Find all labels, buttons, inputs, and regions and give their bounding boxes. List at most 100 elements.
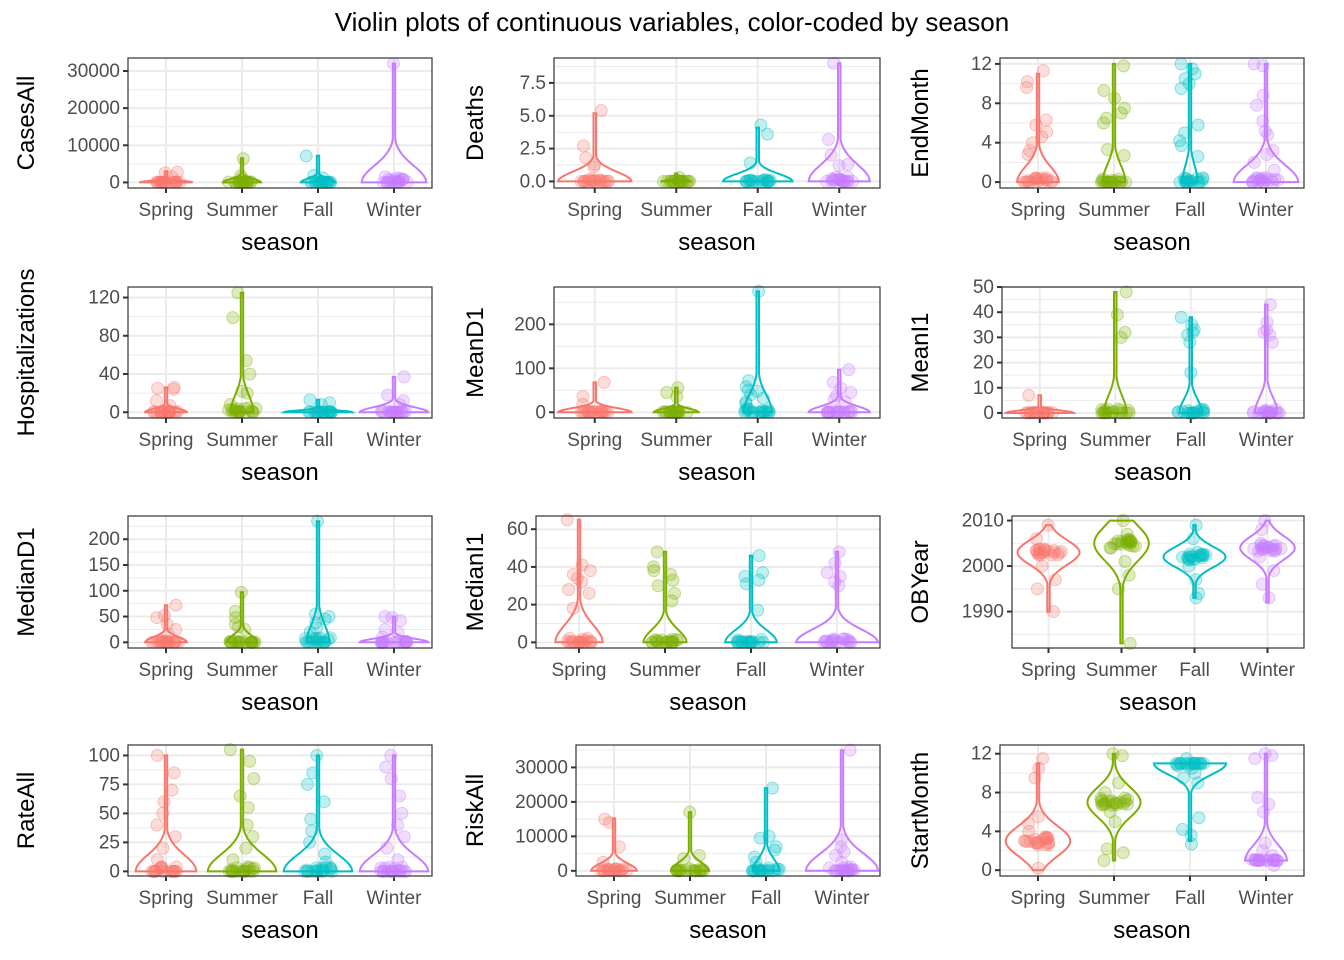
x-tick-label: Spring — [139, 430, 194, 451]
data-point-winter — [1271, 173, 1285, 187]
data-point-summer — [670, 633, 684, 647]
data-point-winter — [832, 404, 846, 418]
y-tick-label: 50 — [99, 607, 120, 628]
data-point-summer — [688, 864, 702, 878]
data-point-spring — [1046, 605, 1060, 619]
data-point-summer — [1111, 534, 1125, 548]
violin-spring — [143, 386, 189, 414]
data-point-spring — [562, 583, 576, 597]
y-tick-label: 100 — [514, 358, 546, 379]
data-point-summer — [665, 594, 679, 608]
data-point-summer — [664, 174, 678, 188]
data-point-fall — [769, 862, 783, 876]
data-point-winter — [1251, 171, 1265, 185]
data-point-spring — [165, 170, 179, 184]
data-point-spring — [167, 380, 181, 394]
data-point-summer — [236, 152, 250, 166]
data-point-summer — [1114, 330, 1128, 344]
y-tick-label: 0 — [535, 402, 546, 423]
data-point-summer — [1099, 797, 1113, 811]
data-point-fall — [762, 403, 776, 417]
data-point-spring — [1030, 836, 1044, 850]
data-point-summer — [689, 864, 703, 878]
data-point-summer — [246, 864, 260, 878]
data-point-spring — [1033, 548, 1047, 562]
data-point-winter — [385, 611, 399, 625]
data-point-fall — [756, 391, 770, 405]
data-point-spring — [1041, 518, 1055, 532]
data-point-winter — [832, 545, 846, 559]
data-point-summer — [246, 862, 260, 876]
data-point-winter — [384, 748, 398, 762]
data-point-summer — [1122, 534, 1136, 548]
data-point-winter — [393, 789, 407, 803]
data-point-winter — [1267, 852, 1281, 866]
data-point-spring — [584, 634, 598, 648]
data-point-winter — [1245, 853, 1259, 867]
data-point-fall — [1178, 126, 1192, 140]
data-point-fall — [1191, 149, 1205, 163]
data-point-winter — [1255, 541, 1269, 555]
data-point-spring — [155, 860, 169, 874]
data-point-winter — [1257, 805, 1271, 819]
data-point-winter — [1260, 148, 1274, 162]
data-point-summer — [1100, 842, 1114, 856]
data-point-fall — [1184, 828, 1198, 842]
data-point-spring — [160, 617, 174, 631]
data-point-spring — [596, 862, 610, 876]
data-point-fall — [1179, 172, 1193, 186]
data-point-summer — [242, 861, 256, 875]
data-point-summer — [655, 633, 669, 647]
data-point-spring — [1040, 173, 1054, 187]
data-point-fall — [768, 843, 782, 857]
data-point-summer — [683, 862, 697, 876]
data-point-winter — [1272, 406, 1286, 420]
data-point-winter — [834, 381, 848, 395]
data-point-fall — [758, 864, 772, 878]
data-point-fall — [1181, 756, 1195, 770]
data-point-fall — [310, 748, 324, 762]
data-point-winter — [1258, 514, 1272, 528]
data-point-summer — [1100, 143, 1114, 157]
data-point-winter — [376, 864, 390, 878]
data-point-winter — [828, 633, 842, 647]
data-point-summer — [1094, 794, 1108, 808]
data-point-winter — [380, 841, 394, 855]
y-tick-label: 30000 — [515, 757, 568, 778]
data-point-summer — [237, 864, 251, 878]
data-point-spring — [1054, 545, 1068, 559]
data-point-spring — [1031, 174, 1045, 188]
data-point-fall — [738, 569, 752, 583]
data-point-winter — [832, 172, 846, 186]
data-point-winter — [827, 632, 841, 646]
data-point-spring — [584, 173, 598, 187]
data-point-summer — [1115, 749, 1129, 763]
x-tick-label: Summer — [1086, 660, 1158, 681]
panel-background — [554, 58, 880, 188]
data-point-winter — [1256, 540, 1270, 554]
data-point-fall — [1185, 318, 1199, 332]
data-point-fall — [298, 632, 312, 646]
data-point-spring — [1035, 130, 1049, 144]
data-point-fall — [1187, 757, 1201, 771]
data-point-spring — [1037, 406, 1051, 420]
data-point-fall — [741, 383, 755, 397]
data-point-summer — [226, 864, 240, 878]
data-point-summer — [234, 585, 248, 599]
data-point-spring — [1032, 761, 1046, 775]
data-point-summer — [1128, 539, 1142, 553]
data-point-spring — [149, 864, 163, 878]
x-tick-label: Winter — [367, 430, 423, 451]
data-point-fall — [1187, 756, 1201, 770]
panel-border — [575, 744, 881, 877]
data-point-spring — [1030, 836, 1044, 850]
data-point-winter — [1271, 406, 1285, 420]
data-point-winter — [1258, 836, 1272, 850]
data-point-summer — [246, 830, 260, 844]
data-point-fall — [309, 864, 323, 878]
data-point-fall — [1187, 406, 1201, 420]
data-point-fall — [1186, 756, 1200, 770]
data-point-summer — [226, 311, 240, 325]
data-point-spring — [1028, 771, 1042, 785]
